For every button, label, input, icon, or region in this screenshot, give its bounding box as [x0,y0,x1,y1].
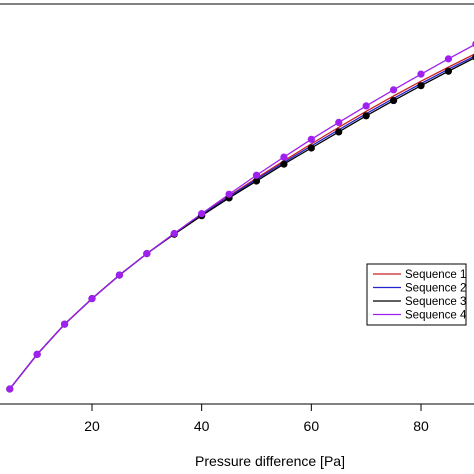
series-point-4 [198,210,206,218]
series-point-4 [143,250,151,258]
series-line-4 [9,44,474,390]
x-axis: 20 40 60 80 [84,404,429,434]
series-point-4 [225,190,233,198]
series-point-4 [362,102,370,110]
series-point-3 [417,82,425,90]
series-point-4 [280,153,288,161]
x-tick-label: 40 [194,418,210,434]
legend-label-3: Sequence 3 [405,296,466,308]
series-line-1 [9,53,474,390]
series-point-4 [60,320,69,328]
series-layer [6,40,474,393]
x-tick-label: 60 [304,418,320,434]
series-point-4 [417,70,425,78]
legend-label-4: Sequence 4 [405,310,467,322]
legend-label-2: Sequence 2 [405,283,466,295]
series-point-3 [280,160,288,168]
plot-frame [0,3,474,405]
x-axis-title: Pressure difference [Pa] [195,453,345,469]
series-point-4 [115,271,124,279]
x-tick-label: 20 [84,418,100,434]
series-point-3 [444,67,453,75]
legend-label-1: Sequence 1 [405,269,466,281]
series-point-4 [389,86,398,94]
series-point-3 [335,128,343,136]
series-line-3 [9,57,474,390]
series-point-3 [389,96,398,105]
series-point-3 [307,144,315,152]
series-point-4 [307,135,315,143]
series-line-2 [9,55,474,390]
series-point-4 [88,295,96,303]
series-point-4 [335,118,343,127]
series-point-3 [362,112,370,120]
series-point-4 [6,385,14,393]
series-point-3 [252,177,261,185]
x-tick-label: 80 [413,418,429,434]
series-point-4 [33,350,41,358]
series-point-4 [444,55,453,63]
series-point-4 [170,229,178,238]
series-point-4 [252,171,261,179]
